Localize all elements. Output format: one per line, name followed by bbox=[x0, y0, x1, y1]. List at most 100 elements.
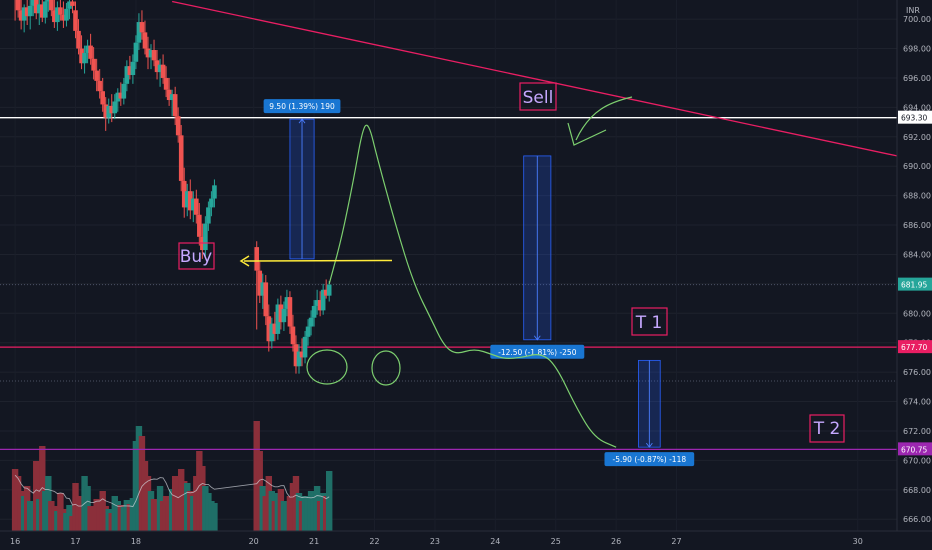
candle-body bbox=[290, 326, 296, 345]
candle-body bbox=[317, 300, 323, 311]
y-tick-label: 688.00 bbox=[903, 192, 931, 201]
candle-body bbox=[91, 58, 96, 71]
x-tick-label: 21 bbox=[309, 537, 319, 546]
t1-label: T 1 bbox=[635, 313, 663, 333]
candle-body bbox=[184, 191, 190, 208]
price-badges: 693.30 681.95 677.70 670.75 bbox=[898, 110, 932, 456]
candle-body bbox=[206, 207, 211, 224]
measure-tools: 9.50 (1.39%) 190 -12.50 (-1.81%) -250 -5.9… bbox=[263, 99, 695, 467]
x-tick-label: 24 bbox=[490, 537, 500, 546]
candle-body bbox=[169, 94, 175, 101]
price-badge-support: 677.70 bbox=[901, 343, 927, 352]
grid bbox=[0, 18, 897, 520]
candle-body bbox=[154, 60, 160, 73]
candle-body bbox=[326, 284, 332, 296]
buy-arrow-line bbox=[243, 259, 393, 262]
candle-body bbox=[287, 297, 293, 327]
candle-body bbox=[187, 191, 193, 211]
candle-body bbox=[148, 50, 154, 58]
candle-body bbox=[275, 304, 281, 334]
y-tick-label: 670.00 bbox=[903, 456, 931, 465]
sell-label: Sell bbox=[523, 88, 554, 108]
horizontal-levels bbox=[0, 117, 897, 451]
candle-body bbox=[284, 297, 290, 309]
x-tick-label: 22 bbox=[369, 537, 379, 546]
candle-body bbox=[314, 300, 320, 306]
target1-annotation[interactable]: T 1 bbox=[631, 307, 668, 336]
candle-body bbox=[203, 223, 208, 251]
x-tick-label: 17 bbox=[70, 537, 80, 546]
x-tick-label: 26 bbox=[611, 537, 621, 546]
price-badge-last: 681.95 bbox=[901, 281, 927, 290]
candle-body bbox=[269, 323, 275, 342]
measure-label-bg bbox=[490, 344, 585, 359]
measure-label: -12.50 (-1.81%) -250 bbox=[498, 348, 577, 357]
candle-body bbox=[43, 1, 48, 18]
candle-body bbox=[178, 135, 184, 181]
y-tick-label: 698.00 bbox=[903, 45, 931, 54]
sell-arrow bbox=[575, 96, 633, 141]
x-tick-label: 20 bbox=[249, 537, 259, 546]
candle-body bbox=[94, 70, 99, 81]
candle-body bbox=[263, 282, 269, 317]
candle-body bbox=[266, 316, 272, 342]
candle-body bbox=[260, 282, 266, 296]
target2-annotation[interactable]: T 2 bbox=[809, 414, 845, 443]
candle-body bbox=[163, 77, 169, 90]
candle-body bbox=[79, 48, 84, 64]
volume-bar bbox=[39, 446, 46, 531]
x-tick-label: 30 bbox=[853, 537, 863, 546]
y-tick-label: 666.00 bbox=[903, 515, 931, 524]
buy-label: Buy bbox=[180, 247, 213, 267]
y-tick-label: 686.00 bbox=[903, 221, 931, 230]
candle-body bbox=[296, 351, 302, 367]
y-tick-label: 690.00 bbox=[903, 162, 931, 171]
candle-body bbox=[278, 304, 284, 323]
candle-body bbox=[302, 336, 308, 358]
x-tick-label: 18 bbox=[131, 537, 141, 546]
time-axis[interactable]: 16 17 18 20 21 22 23 24 25 26 27 30 bbox=[0, 530, 932, 546]
forecast-curve bbox=[328, 124, 617, 448]
candle-body bbox=[175, 116, 181, 136]
measure-label: 9.50 (1.39%) 190 bbox=[269, 102, 335, 111]
candle-body bbox=[58, 7, 63, 15]
candle-body bbox=[118, 92, 124, 99]
measure-arrow-head bbox=[298, 118, 306, 124]
candle-body bbox=[70, 1, 75, 6]
annotations: Buy Sell T 1 T 2 bbox=[178, 82, 845, 443]
candle-body bbox=[323, 289, 329, 296]
candle-body bbox=[82, 52, 87, 64]
candle-body bbox=[55, 7, 60, 23]
candle-body bbox=[67, 1, 72, 9]
candle-body bbox=[293, 344, 299, 367]
candle-body bbox=[308, 317, 314, 327]
volume-bar bbox=[326, 471, 333, 531]
candle-body bbox=[30, 0, 36, 6]
volume-ma-line bbox=[14, 474, 330, 508]
candle-body bbox=[36, 4, 42, 14]
sell-annotation[interactable]: Sell bbox=[519, 82, 633, 146]
candle-body bbox=[27, 5, 33, 17]
buy-annotation[interactable]: Buy bbox=[178, 242, 393, 270]
candle-body bbox=[97, 80, 102, 92]
left-bottom-circle bbox=[306, 349, 348, 385]
candle-body bbox=[212, 185, 217, 199]
price-badge-resistance: 693.30 bbox=[901, 114, 927, 123]
candle-body bbox=[103, 104, 109, 118]
candle-body bbox=[157, 64, 163, 73]
x-tick-label: 25 bbox=[551, 537, 561, 546]
candle-body bbox=[257, 270, 263, 296]
buy-arrow-head bbox=[239, 255, 250, 267]
candle-body bbox=[21, 7, 27, 21]
candle-body bbox=[142, 32, 148, 49]
currency-label: INR bbox=[906, 6, 920, 15]
candle-body bbox=[136, 22, 142, 43]
volume-bar bbox=[33, 461, 40, 531]
y-tick-label: 692.00 bbox=[903, 133, 931, 142]
price-badge-bg bbox=[898, 277, 932, 291]
y-tick-label: 668.00 bbox=[903, 486, 931, 495]
t2-label: T 2 bbox=[813, 419, 841, 439]
candle-body bbox=[320, 289, 326, 311]
candle-body bbox=[73, 10, 78, 31]
